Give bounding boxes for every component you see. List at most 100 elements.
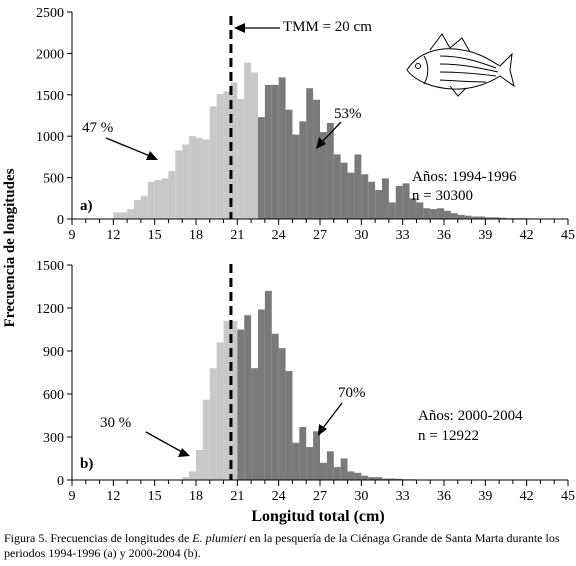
bar	[457, 214, 465, 219]
bar	[347, 172, 355, 219]
x-tick-label: 18	[189, 228, 203, 243]
caption-suffix: en la pesquería de la Ciénaga Grande de …	[4, 531, 560, 560]
bar	[333, 467, 341, 480]
bar	[147, 181, 155, 219]
bar	[230, 320, 238, 480]
bar	[216, 93, 224, 219]
bar	[182, 144, 190, 219]
bar	[223, 320, 231, 480]
bar	[271, 333, 279, 480]
bar	[202, 139, 210, 219]
x-tick-label: 33	[396, 228, 410, 243]
x-tick-label: 30	[354, 228, 368, 243]
bar	[375, 477, 382, 480]
x-tick-label: 24	[272, 489, 286, 504]
bar	[285, 371, 293, 480]
bar	[423, 208, 431, 219]
bar	[264, 84, 272, 219]
x-tick-label: 45	[561, 489, 575, 504]
bar	[361, 174, 369, 219]
bar	[368, 181, 376, 219]
bar	[437, 208, 444, 219]
bar	[278, 348, 286, 480]
bar	[292, 134, 300, 219]
panel-b-label: b)	[80, 456, 93, 472]
panel-a-axes: 0 500 1000 1500 2000 2500 9 12 15 18 21 24 27 30 33 36 3…	[36, 6, 575, 243]
bar	[196, 449, 203, 480]
x-tick-label: 36	[437, 489, 451, 504]
bar	[375, 190, 382, 219]
arrow-icon	[316, 121, 342, 149]
bar	[340, 458, 348, 480]
bar	[333, 154, 341, 219]
y-tick-label: 0	[57, 213, 64, 228]
x-tick-label: 9	[69, 489, 76, 504]
bar	[409, 198, 417, 219]
bar	[209, 368, 217, 480]
bar	[478, 216, 486, 219]
bar	[251, 368, 258, 480]
bar	[134, 199, 141, 219]
x-tick-label: 42	[520, 489, 534, 504]
bar	[182, 477, 190, 480]
bar	[216, 342, 224, 480]
bar	[320, 462, 327, 480]
bar	[326, 451, 334, 480]
y-tick-label: 2500	[36, 6, 64, 21]
bar	[499, 217, 506, 219]
panel-a-left-percent: 47 %	[82, 120, 113, 136]
bar	[285, 109, 293, 219]
y-tick-label: 1500	[36, 89, 64, 104]
y-tick-label: 600	[43, 388, 64, 403]
caption-prefix: Figura 5. Frecuencias de longitudes de	[4, 531, 193, 545]
fish-illustration	[406, 33, 515, 97]
x-tick-label: 18	[189, 489, 203, 504]
y-tick-label: 1500	[36, 259, 64, 274]
panel-b-bars	[182, 290, 438, 480]
x-tick-label: 21	[230, 228, 244, 243]
panel-a-bars	[113, 62, 562, 220]
bar	[140, 195, 148, 219]
x-tick-label: 9	[69, 228, 76, 243]
arrow-icon	[105, 137, 158, 160]
bar	[230, 82, 238, 219]
bar	[223, 91, 231, 219]
bar	[168, 170, 176, 219]
figure-caption: Figura 5. Frecuencias de longitudes de E…	[4, 531, 572, 561]
panel-a-right-percent: 53%	[334, 106, 362, 122]
bar	[196, 137, 203, 219]
bar	[244, 315, 252, 480]
panel-a-chart: 0 500 1000 1500 2000 2500 9 12 15 18 21 24 27 30 33 36 3…	[36, 6, 575, 243]
arrow-icon	[145, 431, 190, 457]
bar	[361, 475, 369, 480]
bar	[189, 471, 196, 480]
bar	[189, 136, 196, 219]
bar	[120, 212, 128, 219]
x-tick-label: 15	[148, 228, 162, 243]
y-tick-label: 1200	[36, 302, 64, 317]
bar	[464, 215, 472, 219]
bar	[388, 202, 396, 219]
panel-b-years: Años: 2000-2004	[418, 408, 523, 424]
bar	[202, 399, 210, 480]
bar	[175, 150, 183, 219]
bar	[395, 185, 403, 219]
panel-a-label: a)	[80, 198, 93, 214]
bar	[264, 290, 272, 480]
y-tick-label: 900	[43, 345, 64, 360]
y-axis-title: Frecuencia de longitudes	[2, 168, 18, 327]
bar	[299, 121, 307, 219]
bar	[368, 477, 376, 480]
x-tick-label: 12	[106, 228, 120, 243]
x-tick-label: 36	[437, 228, 451, 243]
bar	[444, 210, 451, 219]
bar	[354, 472, 362, 480]
arrow-icon	[234, 23, 280, 33]
x-tick-label: 45	[561, 228, 575, 243]
x-tick-label: 42	[520, 228, 534, 243]
bar	[113, 212, 121, 219]
bar	[402, 183, 410, 219]
y-tick-label: 300	[43, 431, 64, 446]
bar	[306, 88, 314, 220]
